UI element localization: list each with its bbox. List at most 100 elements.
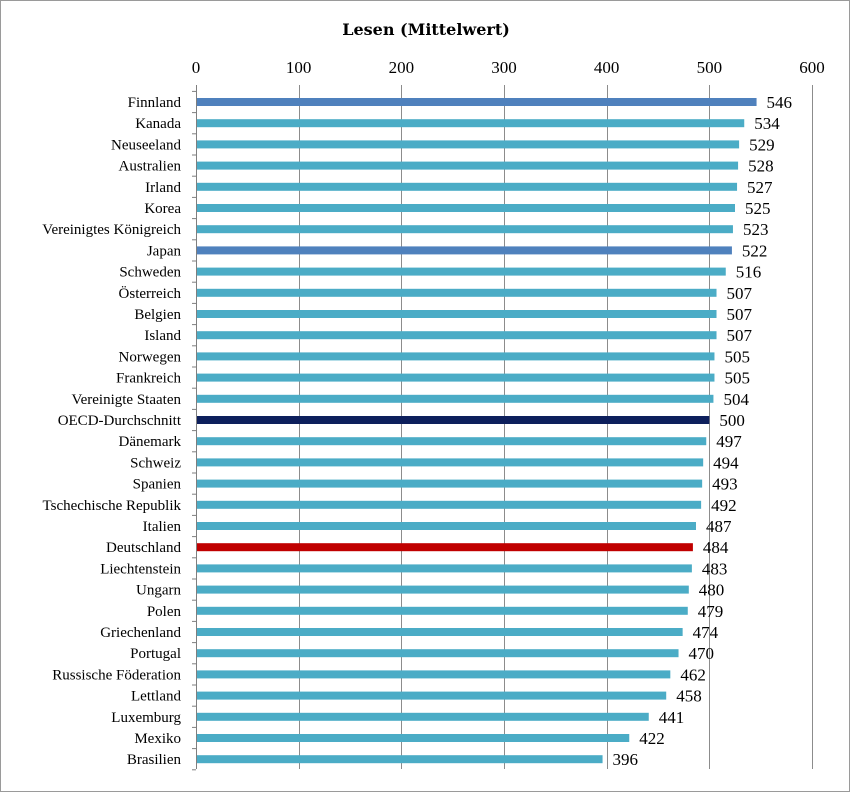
value-label-vereinigtes-königreich: 523 <box>743 220 769 239</box>
bar-norwegen <box>197 352 715 361</box>
value-label-kanada: 534 <box>754 114 780 133</box>
category-label-vereinigte-staaten: Vereinigte Staaten <box>71 392 181 408</box>
value-label-polen: 479 <box>698 602 724 621</box>
bar-liechtenstein <box>197 564 692 573</box>
value-label-belgien: 507 <box>727 305 753 324</box>
bar-brasilien <box>197 755 603 764</box>
bar-frankreich <box>197 373 715 382</box>
bar-belgien <box>197 310 717 318</box>
category-label-kanada: Kanada <box>135 116 181 132</box>
value-label-dänemark: 497 <box>716 432 742 451</box>
x-axis-ticks: 0 100 200 300 400 500 600 <box>192 58 825 77</box>
value-label-lettland: 458 <box>676 687 702 706</box>
value-label-luxemburg: 441 <box>659 708 685 727</box>
value-label-schweden: 516 <box>736 263 762 282</box>
value-label-island: 507 <box>727 326 753 345</box>
tick-label-100: 100 <box>286 58 312 77</box>
category-label-italien: Italien <box>143 519 182 535</box>
category-label-finnland: Finnland <box>128 95 182 111</box>
value-label-italien: 487 <box>706 517 732 536</box>
value-label-vereinigte-staaten: 504 <box>723 390 749 409</box>
tick-label-400: 400 <box>594 58 620 77</box>
value-label-oecd-durchschnitt: 500 <box>719 411 745 430</box>
tick-label-200: 200 <box>389 58 415 77</box>
value-label-schweiz: 494 <box>713 453 739 472</box>
value-label-irland: 527 <box>747 178 773 197</box>
tick-label-300: 300 <box>491 58 517 77</box>
value-label-griechenland: 474 <box>693 623 719 642</box>
value-label-japan: 522 <box>742 241 768 260</box>
bar-tschechische-republik <box>197 500 702 509</box>
bar-österreich <box>197 288 717 297</box>
bar-mexiko <box>197 734 630 742</box>
category-label-griechenland: Griechenland <box>100 625 181 641</box>
bar-russische-föderation <box>197 670 671 679</box>
category-label-deutschland: Deutschland <box>106 540 181 556</box>
bar-lettland <box>197 691 667 700</box>
bar-neuseeland <box>197 140 740 149</box>
bar-korea <box>197 204 735 212</box>
category-label-brasilien: Brasilien <box>127 752 182 768</box>
bar-schweden <box>197 267 726 276</box>
category-label-mexiko: Mexiko <box>134 731 181 747</box>
tick-label-0: 0 <box>192 58 201 77</box>
bar-ungarn <box>197 585 689 594</box>
value-label-spanien: 493 <box>712 475 738 494</box>
tick-label-500: 500 <box>697 58 723 77</box>
category-label-vereinigtes-königreich: Vereinigtes Königreich <box>42 222 181 238</box>
value-label-brasilien: 396 <box>613 750 639 769</box>
bar-spanien <box>197 479 703 488</box>
bar-irland <box>197 182 738 191</box>
category-label-island: Island <box>144 328 181 344</box>
value-label-frankreich: 505 <box>724 369 750 388</box>
value-label-norwegen: 505 <box>724 347 750 366</box>
bars <box>197 98 757 764</box>
bar-island <box>197 331 717 340</box>
value-label-deutschland: 484 <box>703 538 729 557</box>
category-label-liechtenstein: Liechtenstein <box>100 561 181 577</box>
category-label-österreich: Österreich <box>119 285 182 302</box>
gridlines <box>192 85 813 771</box>
category-label-frankreich: Frankreich <box>116 371 181 387</box>
category-label-portugal: Portugal <box>130 646 181 662</box>
value-label-neuseeland: 529 <box>749 135 775 154</box>
value-label-österreich: 507 <box>727 284 753 303</box>
value-labels: 546 534 529 528 527 525 523 522 516 507 507 507 505 5… <box>613 93 793 769</box>
category-label-oecd-durchschnitt: OECD-Durchschnitt <box>58 413 182 429</box>
bar-griechenland <box>197 628 683 636</box>
bar-schweiz <box>197 458 704 467</box>
category-label-irland: Irland <box>145 180 181 196</box>
value-label-portugal: 470 <box>689 644 715 663</box>
bar-kanada <box>197 119 745 128</box>
category-label-tschechische-republik: Tschechische Republik <box>43 498 182 514</box>
bar-italien <box>197 522 696 530</box>
category-labels: Finnland Kanada Neuseeland Australien Irland… <box>42 95 182 768</box>
category-label-schweden: Schweden <box>119 265 181 281</box>
category-label-ungarn: Ungarn <box>136 583 181 599</box>
category-label-luxemburg: Luxemburg <box>111 710 181 726</box>
category-label-polen: Polen <box>147 604 182 620</box>
bar-deutschland <box>197 543 693 552</box>
category-label-neuseeland: Neuseeland <box>111 137 181 153</box>
value-label-tschechische-republik: 492 <box>711 496 737 515</box>
chart-title: Lesen (Mittelwert) <box>342 20 510 39</box>
bar-australien <box>197 161 739 170</box>
value-label-finnland: 546 <box>767 93 793 112</box>
value-label-korea: 525 <box>745 199 771 218</box>
category-label-korea: Korea <box>144 201 181 217</box>
bar-luxemburg <box>197 712 649 721</box>
value-label-ungarn: 480 <box>699 581 725 600</box>
value-label-australien: 528 <box>748 157 774 176</box>
category-label-australien: Australien <box>119 159 182 175</box>
tick-label-600: 600 <box>799 58 825 77</box>
bar-dänemark <box>197 437 707 446</box>
bar-oecd-durchschnitt <box>197 416 710 424</box>
category-label-russische-föderation: Russische Föderation <box>52 667 181 683</box>
bar-finnland <box>197 98 757 106</box>
category-label-norwegen: Norwegen <box>119 349 182 365</box>
bar-vereinigtes-königreich <box>197 225 733 234</box>
category-label-dänemark: Dänemark <box>119 434 182 450</box>
value-label-mexiko: 422 <box>639 729 665 748</box>
category-label-belgien: Belgien <box>134 307 181 323</box>
